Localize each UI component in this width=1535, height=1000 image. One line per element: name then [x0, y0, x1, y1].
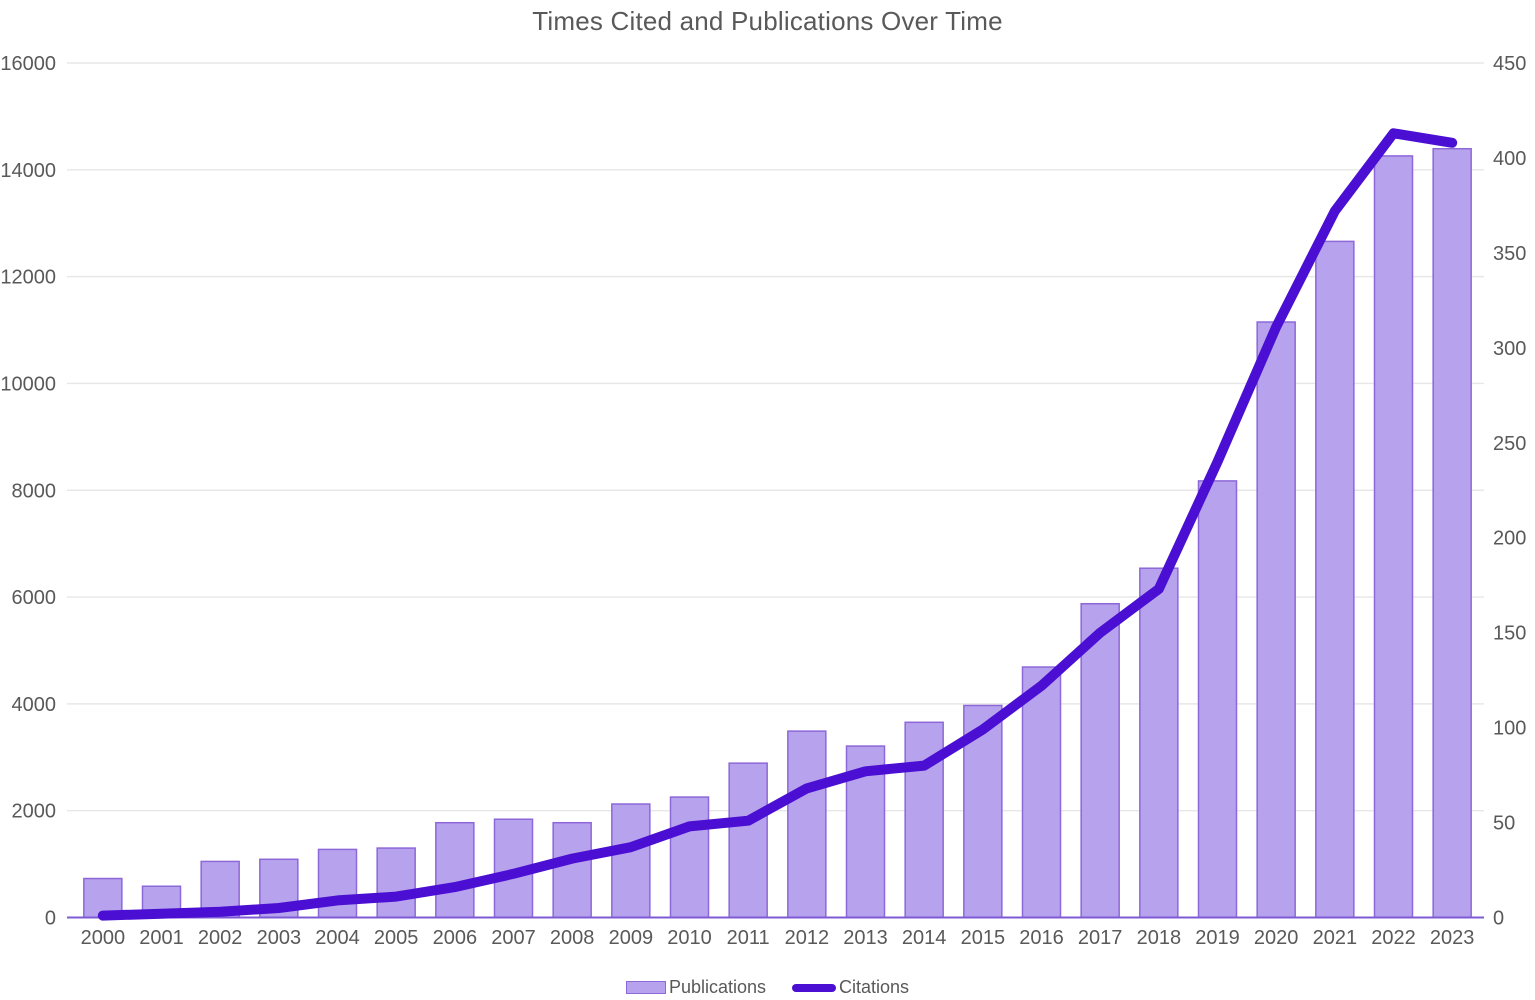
x-axis-tick-label: 2011 [727, 927, 770, 949]
right-axis-tick-label: 200 [1493, 528, 1526, 550]
bar-2010 [669, 796, 710, 919]
citations-line-swatch-icon [792, 983, 837, 992]
x-axis-tick-label: 2015 [961, 927, 1006, 949]
legend-item-publications: Publications [625, 977, 767, 998]
plot-area: 0 2000 4000 6000 8000 10000 12000 14000 16000 0 50… [0, 53, 1526, 949]
x-axis-tick-label: 2012 [785, 927, 830, 949]
x-axis-tick-label: 2007 [491, 927, 536, 949]
legend-label-citations: Citations [839, 977, 910, 997]
legend: Publications Citations [0, 977, 1535, 998]
x-axis-tick-label: 2020 [1254, 927, 1299, 949]
publications-bar-swatch-icon [625, 981, 666, 994]
x-axis-tick-label: 2001 [139, 927, 184, 949]
right-axis-tick-label: 0 [1493, 908, 1504, 930]
x-axis-tick-label: 2013 [843, 927, 888, 949]
x-axis-tick-label: 2008 [550, 927, 595, 949]
left-axis-tick-label: 14000 [0, 160, 56, 182]
left-axis-tick-label: 16000 [0, 53, 56, 75]
x-axis-tick-label: 2018 [1137, 927, 1182, 949]
bar-2021 [1315, 240, 1355, 919]
bar-2011 [728, 762, 768, 919]
right-axis-tick-label: 50 [1493, 813, 1515, 835]
chart-title: Times Cited and Publications Over Time [532, 6, 1003, 36]
right-axis-tick-label: 150 [1493, 623, 1526, 645]
left-axis-tick-label: 0 [45, 908, 56, 930]
x-axis-tick-label: 2006 [433, 927, 478, 949]
left-axis-tick-label: 2000 [12, 801, 57, 823]
right-axis-tick-label: 400 [1493, 148, 1526, 170]
right-axis-tick-label: 250 [1493, 433, 1526, 455]
bar-2018 [1139, 567, 1179, 919]
bar-2015 [963, 704, 1003, 919]
bar-2022 [1373, 155, 1414, 919]
bar-2006 [435, 821, 475, 919]
right-axis-tick-label: 450 [1493, 53, 1526, 75]
x-axis-tick-label: 2016 [1019, 927, 1064, 949]
legend-item-citations: Citations [792, 977, 909, 998]
x-axis-tick-label: 2003 [257, 927, 302, 949]
right-axis-tick-label: 300 [1493, 338, 1526, 360]
bar-2019 [1197, 480, 1238, 919]
right-axis-tick-label: 100 [1493, 718, 1526, 740]
x-axis-tick-label: 2021 [1313, 927, 1358, 949]
bar-2008 [552, 821, 592, 919]
left-axis-tick-label: 4000 [12, 694, 57, 716]
bar-2020 [1256, 321, 1296, 919]
x-axis-tick-label: 2022 [1371, 927, 1416, 949]
x-axis-tick-label: 2014 [902, 927, 947, 949]
left-axis-tick-label: 8000 [12, 480, 57, 502]
citations-line [97, 128, 1458, 921]
left-axis-tick-label: 12000 [0, 267, 56, 289]
bar-2016 [1021, 666, 1062, 919]
legend-label-publications: Publications [668, 977, 767, 997]
x-axis-tick-label: 2004 [315, 927, 360, 949]
bar-2009 [611, 803, 651, 919]
x-axis-tick-label: 2005 [374, 927, 419, 949]
x-axis-tick-label: 2000 [81, 927, 126, 949]
bar-2004 [317, 848, 358, 919]
bar-2017 [1080, 602, 1120, 919]
bar-2012 [787, 730, 827, 919]
left-axis-tick-label: 6000 [12, 587, 57, 609]
x-axis-tick-label: 2009 [609, 927, 654, 949]
bar-2005 [376, 847, 416, 919]
x-axis-tick-label: 2010 [667, 927, 712, 949]
x-axis-tick-label: 2002 [198, 927, 243, 949]
x-axis-tick-label: 2019 [1195, 927, 1240, 949]
x-axis-tick-label: 2023 [1430, 927, 1475, 949]
left-axis-tick-label: 10000 [0, 373, 56, 395]
bar-2023 [1432, 147, 1472, 919]
right-axis-tick-label: 350 [1493, 243, 1526, 265]
x-axis-tick-label: 2017 [1078, 927, 1123, 949]
